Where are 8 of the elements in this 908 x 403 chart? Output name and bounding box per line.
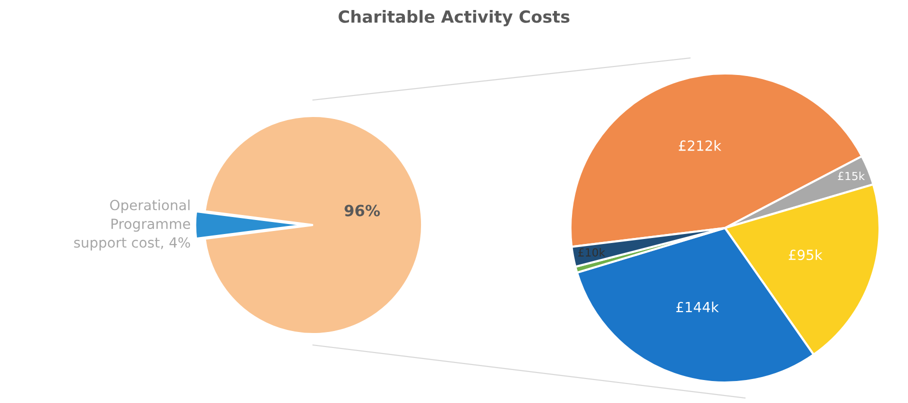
data-label: £212k <box>678 140 722 151</box>
data-label: £15k <box>838 172 865 180</box>
data-label: 96% <box>344 204 380 216</box>
data-label: £95k <box>788 249 822 260</box>
data-label: £10k <box>578 248 606 257</box>
slice-label: Operational Programme support cost, 4% <box>74 200 190 250</box>
data-label: £144k <box>676 302 719 312</box>
chart-title: Charitable Activity Costs <box>338 10 570 26</box>
